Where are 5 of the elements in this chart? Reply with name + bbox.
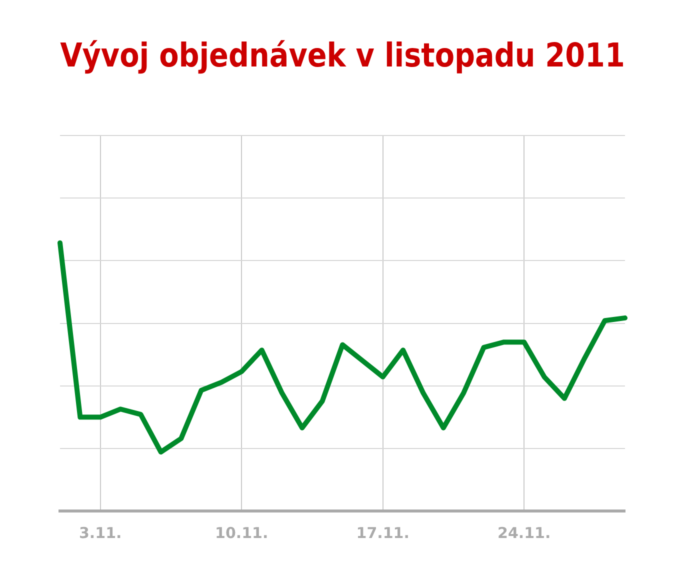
x-tick-label: 3.11. <box>79 524 122 542</box>
chart-title: Vývoj objednávek v listopadu 2011 <box>60 36 625 75</box>
x-tick-label: 24.11. <box>498 524 551 542</box>
x-tick-label: 17.11. <box>356 524 410 542</box>
x-tick-label: 10.11. <box>215 524 268 542</box>
